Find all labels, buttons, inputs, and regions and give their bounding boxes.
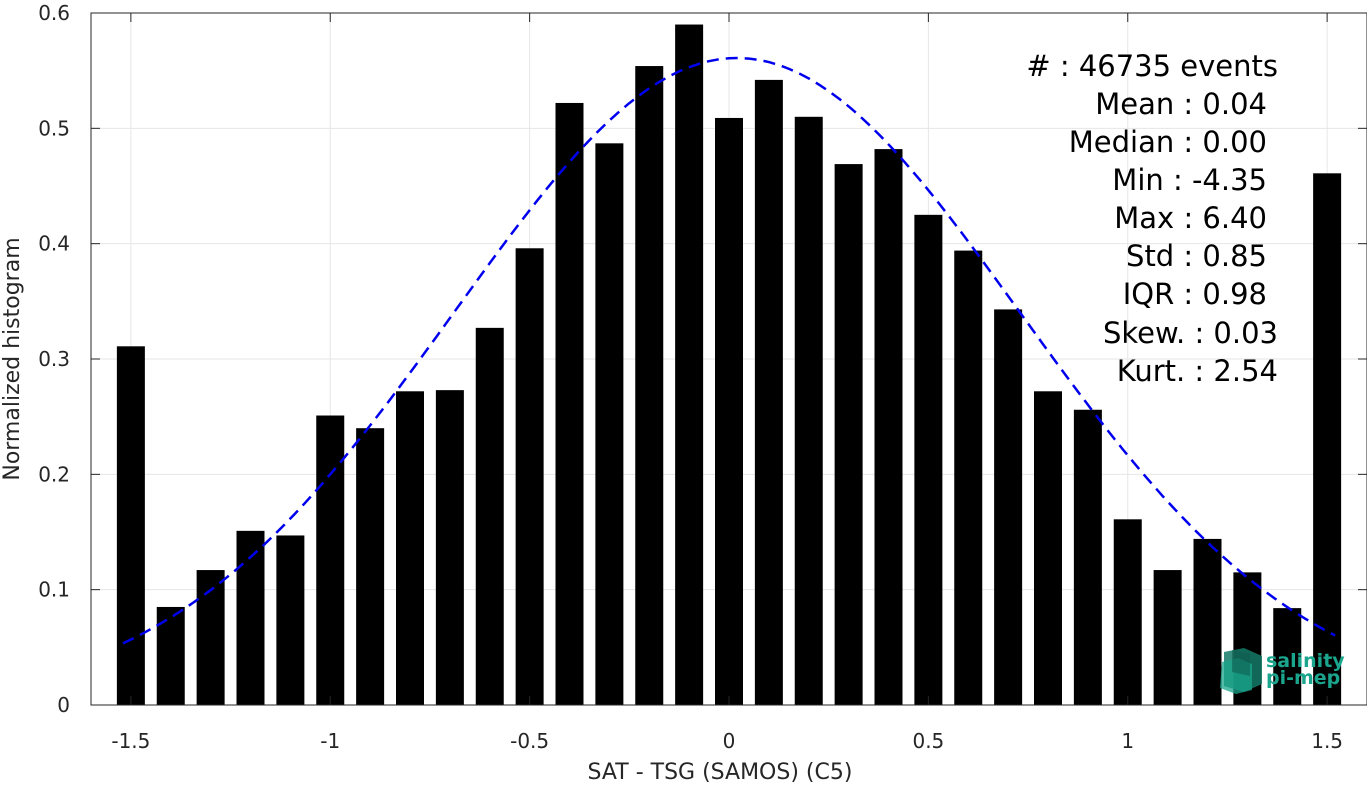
stat-events: # : 46735 events [1026,49,1278,83]
bar-5 [316,415,345,705]
bar-24 [1073,409,1102,705]
x-tick-label-5: 1 [1121,729,1134,753]
stat-iqr: IQR : 0.98 [1123,277,1267,311]
stat-std: Std : 0.85 [1126,239,1267,273]
bar-10 [515,248,544,705]
bar-17 [794,116,823,706]
gaussian-fit-curve [122,56,1336,645]
bar-12 [595,143,624,705]
bar-0 [116,346,145,705]
axis-ticks [91,12,1367,706]
bar-2 [196,570,225,705]
bar-30 [1313,173,1342,705]
y-tick-label-5: 0.5 [38,116,70,140]
logo-cube-icon [1220,648,1262,694]
y-tick-label-2: 0.2 [38,462,70,486]
x-tick-label-3: 0 [723,729,736,753]
bar-13 [635,66,664,705]
y-tick-label-6: 0.6 [38,1,70,25]
bar-21 [954,250,983,705]
bar-3 [236,530,265,705]
bar-7 [396,391,424,705]
x-tick-label-1: -1 [320,729,340,753]
bar-18 [834,164,863,705]
y-tick-label-0: 0 [57,693,70,717]
x-tick-labels: -1.5 -1 -0.5 0 0.5 1 1.5 [111,729,1343,753]
x-tick-label-2: -0.5 [510,729,549,753]
statistics-box: # : 46735 events Mean : 0.04 Median : 0.… [1026,49,1278,388]
bar-20 [914,214,943,706]
bar-15 [715,117,743,706]
y-tick-label-1: 0.1 [38,578,70,602]
y-tick-labels: 0 0.1 0.2 0.3 0.4 0.5 0.6 [38,1,70,717]
x-tick-label-0: -1.5 [111,729,150,753]
bar-1 [156,606,185,705]
stat-max: Max : 6.40 [1114,201,1267,235]
stat-skew: Skew. : 0.03 [1103,316,1278,350]
bar-4 [276,535,305,705]
y-tick-label-4: 0.4 [38,232,70,256]
x-axis-label: SAT - TSG (SAMOS) (C5) [588,760,853,785]
y-axis-label: Normalized histogram [0,237,25,480]
bar-22 [994,309,1023,705]
histogram-bars [116,24,1342,706]
bar-19 [874,149,903,706]
x-tick-label-6: 1.5 [1311,729,1343,753]
bar-27 [1193,538,1222,705]
y-tick-label-3: 0.3 [38,347,70,371]
bar-25 [1113,519,1142,705]
bar-29 [1273,608,1302,705]
bar-16 [754,79,783,706]
bar-6 [356,428,385,705]
logo-text-salinity: salinity [1266,650,1345,672]
bar-9 [475,327,504,705]
stat-kurt: Kurt. : 2.54 [1117,354,1278,388]
salinity-pimep-logo: salinity pi-mep [1220,648,1345,694]
stat-mean: Mean : 0.04 [1095,87,1267,121]
stat-median: Median : 0.00 [1069,125,1267,159]
bar-14 [675,24,704,706]
stat-min: Min : -4.35 [1112,163,1267,197]
bar-23 [1034,391,1062,705]
x-tick-label-4: 0.5 [912,729,944,753]
logo-text-pimep: pi-mep [1266,667,1340,689]
bar-8 [435,390,464,705]
bar-11 [555,102,584,705]
bar-26 [1153,570,1182,705]
